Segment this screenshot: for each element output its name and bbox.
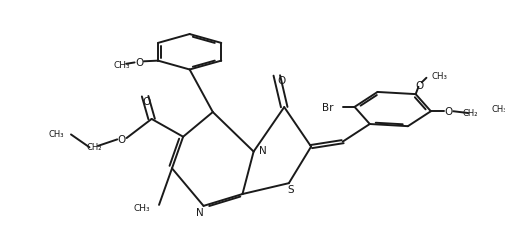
Text: S: S — [287, 184, 293, 194]
Text: Br: Br — [322, 102, 333, 112]
Text: O: O — [277, 75, 286, 85]
Text: CH₃: CH₃ — [48, 130, 64, 139]
Text: CH₂: CH₂ — [86, 142, 102, 151]
Text: N: N — [196, 207, 204, 217]
Text: N: N — [259, 145, 267, 155]
Text: O: O — [142, 96, 150, 106]
Text: CH₃: CH₃ — [492, 105, 505, 114]
Text: CH₃: CH₃ — [431, 72, 447, 81]
Text: CH₂: CH₂ — [463, 108, 478, 117]
Text: CH₃: CH₃ — [113, 61, 130, 70]
Text: CH₃: CH₃ — [133, 203, 149, 212]
Text: O: O — [135, 57, 143, 68]
Text: O: O — [118, 134, 126, 144]
Text: O: O — [415, 80, 424, 90]
Text: O: O — [444, 106, 453, 116]
